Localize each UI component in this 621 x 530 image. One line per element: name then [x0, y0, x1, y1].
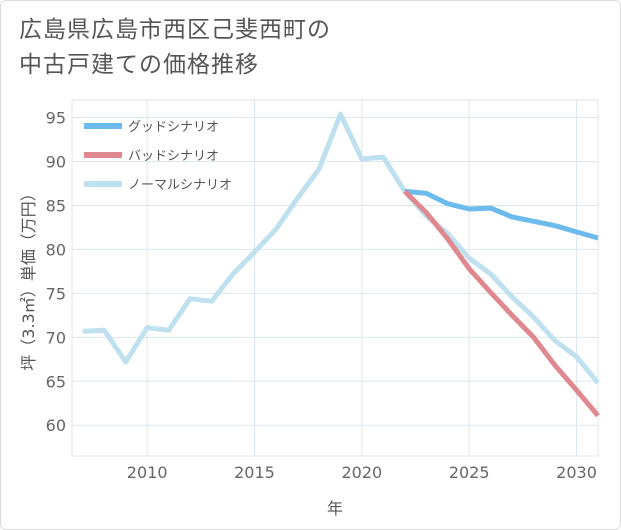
plot-area — [71, 99, 599, 457]
x-tick-label: 2020 — [341, 463, 382, 482]
legend-label: グッドシナリオ — [128, 120, 219, 135]
series-line-2 — [82, 111, 600, 385]
series-line-1 — [403, 189, 600, 418]
y-tick-label: 75 — [46, 284, 66, 303]
x-tick-label: 2010 — [127, 463, 168, 482]
y-tick-label: 65 — [46, 372, 66, 391]
series-lines — [82, 111, 600, 418]
chart-title: 広島県広島市西区己斐西町の 中古戸建ての価格推移 — [19, 13, 331, 83]
y-tick-label: 95 — [46, 109, 66, 128]
x-tick-label: 2030 — [556, 463, 597, 482]
grid-lines — [72, 100, 598, 456]
series-line-0 — [404, 188, 599, 241]
y-tick-label: 60 — [46, 416, 66, 435]
y-axis-label: 坪（3.3㎡）単価（万円） — [19, 185, 38, 370]
y-tick-labels: 60 65 70 75 80 85 90 95 — [46, 109, 66, 436]
x-tick-label: 2025 — [449, 463, 490, 482]
y-tick-label: 90 — [46, 153, 66, 172]
y-tick-label: 85 — [46, 196, 66, 215]
x-tick-label: 2015 — [234, 463, 275, 482]
legend-label: ノーマルシナリオ — [128, 178, 232, 193]
y-tick-label: 70 — [46, 328, 66, 347]
legend-label: バッドシナリオ — [128, 149, 219, 164]
chart-title-line-1: 広島県広島市西区己斐西町の — [19, 17, 331, 43]
chart-title-line-2: 中古戸建ての価格推移 — [19, 52, 259, 78]
y-tick-label: 80 — [46, 240, 66, 259]
x-tick-labels: 2010 2015 2020 2025 2030 — [127, 463, 597, 482]
x-axis-label: 年 — [327, 499, 343, 518]
